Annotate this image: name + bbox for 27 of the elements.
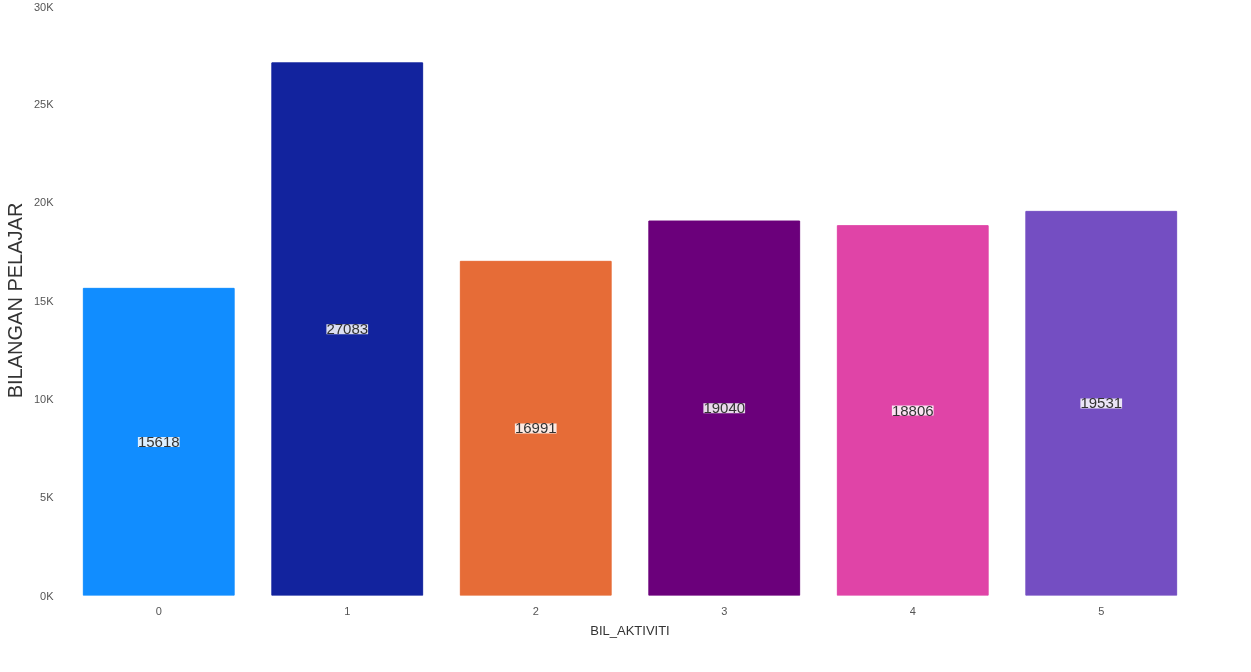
data-label: 16991 <box>514 419 557 437</box>
bar <box>82 287 235 596</box>
x-tick-label: 2 <box>532 604 539 617</box>
x-tick-label: 4 <box>909 604 916 617</box>
y-tick-label: 30K <box>33 0 55 13</box>
bar <box>836 225 989 596</box>
y-axis-title: BILANGAN PELAJAR <box>3 202 26 399</box>
bar <box>1025 210 1178 596</box>
y-tick-label: 0K <box>40 589 55 602</box>
y-tick-label: 20K <box>33 196 55 209</box>
data-label: 19040 <box>703 399 746 417</box>
bar <box>459 260 612 596</box>
bar <box>648 220 801 596</box>
x-tick-label: 0 <box>155 604 162 617</box>
x-tick-label: 1 <box>344 604 351 617</box>
bar <box>271 62 424 596</box>
y-tick-label: 25K <box>33 97 55 110</box>
x-tick-label: 3 <box>721 604 728 617</box>
y-tick-label: 15K <box>33 294 55 307</box>
data-label: 18806 <box>891 401 934 419</box>
x-axis-title: BIL_AKTIVITI <box>590 622 670 638</box>
data-label: 19531 <box>1080 394 1123 412</box>
y-tick-label: 5K <box>40 491 55 504</box>
y-tick-label: 10K <box>33 392 55 405</box>
data-label: 27083 <box>326 320 369 338</box>
x-tick-label: 5 <box>1098 604 1105 617</box>
data-label: 15618 <box>137 432 180 450</box>
